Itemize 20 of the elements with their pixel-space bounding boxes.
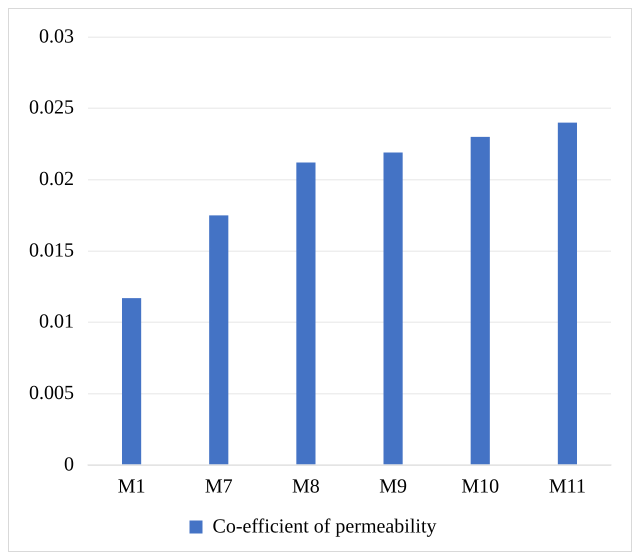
bar	[296, 162, 316, 464]
bar	[209, 215, 228, 464]
bar	[383, 152, 403, 464]
x-tick-label: M11	[548, 475, 586, 498]
y-tick-label: 0	[64, 453, 74, 476]
x-tick-label: M10	[461, 475, 500, 498]
bar	[558, 122, 578, 464]
y-tick-label: 0.015	[29, 239, 74, 262]
y-tick-label: 0.01	[39, 310, 74, 333]
y-tick-label: 0.005	[29, 382, 74, 404]
x-tick-label: M8	[292, 475, 320, 498]
x-tick-label: M7	[204, 475, 233, 498]
bar	[470, 136, 490, 464]
bar	[122, 298, 142, 464]
legend-label: Co-efficient of permeability	[212, 515, 437, 538]
y-tick-label: 0.025	[29, 96, 74, 119]
x-tick-label: M9	[379, 475, 407, 498]
x-tick-label: M1	[118, 475, 146, 498]
y-tick-label: 0.03	[39, 25, 74, 48]
y-tick-label: 0.02	[39, 168, 74, 190]
